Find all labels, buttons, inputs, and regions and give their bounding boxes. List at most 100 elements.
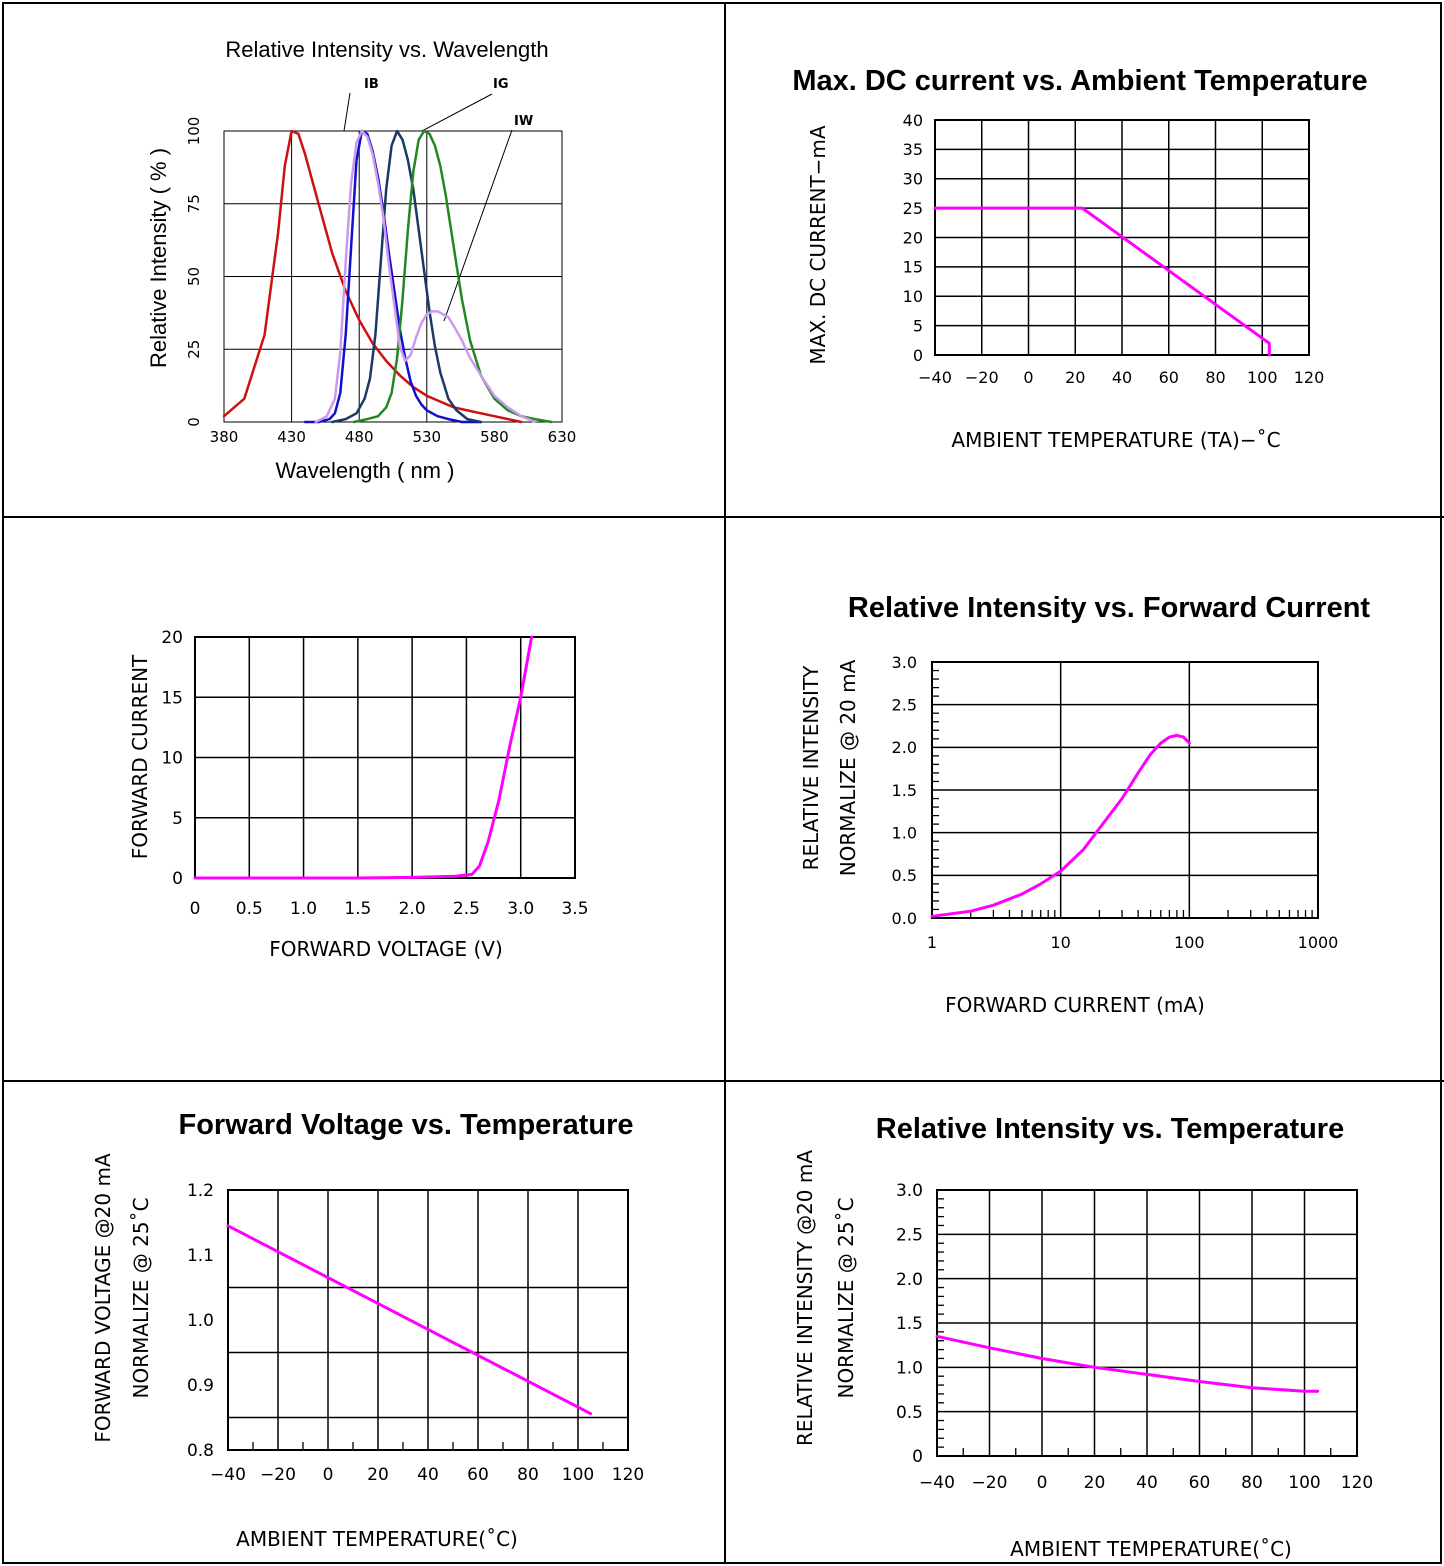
rif-ytick-label: 2.5 <box>892 695 917 714</box>
spectrum-ytick-label: 50 <box>185 267 203 286</box>
rit-chart: Relative Intensity vs. Temperature AMBIE… <box>793 1113 1373 1561</box>
rit-ytick-label: 0.5 <box>896 1403 923 1423</box>
spectrum-title: Relative Intensity vs. Wavelength <box>225 37 548 62</box>
column-divider <box>724 4 726 1564</box>
fvt-series-line-1 <box>226 1224 592 1416</box>
fvt-ytick-label: 0.9 <box>187 1376 214 1396</box>
maxdc-xtick-label: 20 <box>1065 368 1085 387</box>
ivcurve-xtick-label: 0.5 <box>236 899 263 919</box>
rit-ytick-label: 1.0 <box>896 1358 923 1378</box>
rit-ylabel-1: RELATIVE INTENSITY @20 mA <box>793 1150 817 1446</box>
fvt-xtick-label: −20 <box>260 1465 296 1485</box>
maxdc-chart: Max. DC current vs. Ambient Temperature … <box>792 65 1367 452</box>
maxdc-ytick-label: 40 <box>903 111 923 130</box>
rit-ytick-label: 0 <box>912 1447 923 1467</box>
maxdc-xtick-label: 80 <box>1205 368 1225 387</box>
rit-xtick-label: 20 <box>1084 1473 1106 1493</box>
maxdc-ytick-label: 30 <box>903 170 923 189</box>
maxdc-ytick-label: 20 <box>903 228 923 247</box>
fvt-xtick-label: 120 <box>612 1465 644 1485</box>
maxdc-ytick-label: 5 <box>913 316 923 335</box>
spectrum-ylabel: Relative Intensity ( % ) <box>146 148 171 368</box>
maxdc-ytick-label: 10 <box>903 287 923 306</box>
ivcurve-ytick-label: 10 <box>161 749 183 769</box>
maxdc-xtick-label: −40 <box>918 368 952 387</box>
maxdc-xtick-label: 0 <box>1023 368 1033 387</box>
spectrum-xtick-label: 630 <box>548 428 577 446</box>
fvt-xtick-label: 80 <box>517 1465 539 1485</box>
fvt-xtick-label: −40 <box>210 1465 246 1485</box>
spectrum-xtick-label: 530 <box>412 428 441 446</box>
row-divider-1 <box>4 516 1444 518</box>
rit-xtick-label: 60 <box>1189 1473 1211 1493</box>
fvt-chart: Forward Voltage vs. Temperature AMBIENT … <box>91 1109 644 1551</box>
maxdc-ytick-label: 15 <box>903 258 923 277</box>
spectrum-xtick-label: 480 <box>345 428 374 446</box>
ivcurve-ytick-label: 15 <box>161 688 183 708</box>
maxdc-ytick-label: 0 <box>913 346 923 365</box>
fvt-xtick-label: 100 <box>562 1465 594 1485</box>
rif-ytick-label: 0.5 <box>892 866 917 885</box>
maxdc-xtick-label: −20 <box>965 368 999 387</box>
label-ig-pointer <box>421 93 493 132</box>
rif-xtick-label: 1 <box>927 933 937 952</box>
maxdc-xtick-label: 60 <box>1159 368 1179 387</box>
label-ib-pointer <box>343 92 351 132</box>
maxdc-ylabel: MAX. DC CURRENT−mA <box>806 125 830 365</box>
spectrum-ytick-label: 25 <box>185 340 203 359</box>
ivcurve-xtick-label: 3.0 <box>507 899 534 919</box>
maxdc-xtick-label: 120 <box>1294 368 1325 387</box>
maxdc-series-line-1 <box>933 206 1271 357</box>
rif-ytick-label: 3.0 <box>892 653 917 672</box>
maxdc-ytick-label: 25 <box>903 199 923 218</box>
maxdc-ytick-label: 35 <box>903 140 923 159</box>
rif-title: Relative Intensity vs. Forward Current <box>848 592 1370 624</box>
rif-xtick-label: 1000 <box>1298 933 1339 952</box>
fvt-xlabel: AMBIENT TEMPERATURE(˚C) <box>236 1527 518 1551</box>
spectrum-xlabel: Wavelength ( nm ) <box>276 458 455 483</box>
fvt-ylabel-1: FORWARD VOLTAGE @20 mA <box>91 1153 115 1443</box>
rif-xtick-label: 100 <box>1174 933 1205 952</box>
rif-ytick-label: 1.0 <box>892 823 917 842</box>
ivcurve-xtick-label: 0 <box>190 899 201 919</box>
row-divider-2 <box>4 1080 1444 1082</box>
label-ib: IB <box>364 77 379 92</box>
rit-ytick-label: 3.0 <box>896 1181 923 1201</box>
rit-xtick-label: 120 <box>1341 1473 1373 1493</box>
fvt-xtick-label: 60 <box>467 1465 489 1485</box>
spectrum-xtick-label: 430 <box>277 428 306 446</box>
fvt-ytick-label: 1.1 <box>187 1246 214 1266</box>
rit-ytick-label: 2.5 <box>896 1225 923 1245</box>
rif-ytick-label: 0.0 <box>892 909 917 928</box>
rit-xtick-label: 80 <box>1241 1473 1263 1493</box>
rif-ytick-label: 2.0 <box>892 738 917 757</box>
rit-xtick-label: 100 <box>1288 1473 1320 1493</box>
rit-ytick-label: 2.0 <box>896 1270 923 1290</box>
spectrum-ytick-label: 75 <box>185 194 203 213</box>
spectrum-series-line-1 <box>222 129 523 424</box>
ivcurve-ylabel: FORWARD CURRENT <box>128 654 152 859</box>
fvt-xtick-label: 40 <box>417 1465 439 1485</box>
fvt-ylabel-2: NORMALIZE @ 25˚C <box>129 1197 153 1398</box>
ivcurve-chart: FORWARD VOLTAGE (V) FORWARD CURRENT 0 0.5… <box>128 628 589 961</box>
rif-ylabel-1: RELATIVE INTENSITY <box>799 665 823 871</box>
ivcurve-ytick-label: 5 <box>172 809 183 829</box>
ivcurve-xtick-label: 2.5 <box>453 899 480 919</box>
rit-ylabel-2: NORMALIZE @ 25˚C <box>834 1197 858 1398</box>
rit-ytick-label: 1.5 <box>896 1314 923 1334</box>
rit-xlabel: AMBIENT TEMPERATURE(˚C) <box>1010 1537 1292 1561</box>
spectrum-xtick-label: 380 <box>210 428 239 446</box>
label-iw: IW <box>514 114 533 129</box>
rif-xlabel: FORWARD CURRENT (mA) <box>945 993 1205 1017</box>
fvt-xtick-label: 0 <box>323 1465 334 1485</box>
fvt-ytick-label: 0.8 <box>187 1441 214 1461</box>
maxdc-xlabel: AMBIENT TEMPERATURE (TA)−˚C <box>951 428 1280 452</box>
rit-title: Relative Intensity vs. Temperature <box>876 1113 1344 1145</box>
rit-xtick-label: 40 <box>1136 1473 1158 1493</box>
spectrum-series-line-4 <box>352 129 553 424</box>
rit-series-line-1 <box>935 1334 1320 1393</box>
spectrum-ytick-label: 100 <box>185 117 203 146</box>
ivcurve-xlabel: FORWARD VOLTAGE (V) <box>269 937 503 961</box>
